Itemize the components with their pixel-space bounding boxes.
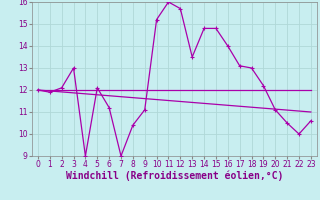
X-axis label: Windchill (Refroidissement éolien,°C): Windchill (Refroidissement éolien,°C) — [66, 171, 283, 181]
